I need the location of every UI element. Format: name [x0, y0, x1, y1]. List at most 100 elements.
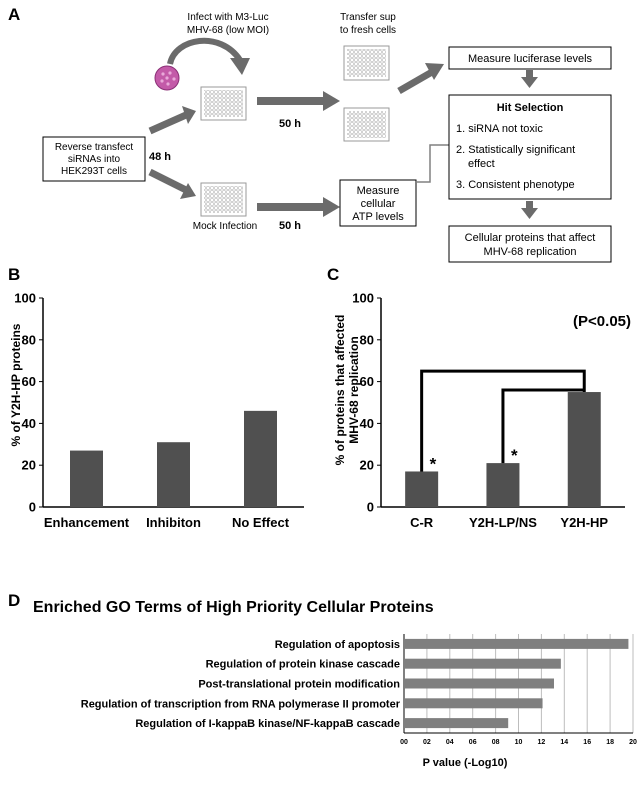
transfer-label-1: Transfer sup — [340, 12, 396, 23]
chart-d-xtick-label: 02 — [423, 739, 431, 746]
chart-d-title: Enriched GO Terms of High Priority Cellu… — [33, 599, 434, 616]
chart-b-bar — [70, 450, 103, 507]
atp-line-1: Measure — [357, 185, 400, 197]
chart-d-xtick-label: 20 — [629, 739, 637, 746]
chart-c-ytick-label: 20 — [360, 458, 374, 473]
chart-b-ytick-label: 0 — [29, 500, 36, 515]
chart-d-xlabel: P value (-Log10) — [423, 757, 508, 769]
chart-c-significance-star: * — [430, 454, 437, 473]
chart-d-xtick-label: 06 — [469, 739, 477, 746]
reverse-line-1: Reverse transfect — [55, 142, 134, 153]
chart-b-category-label: Enhancement — [44, 515, 130, 530]
chart-d-xtick-label: 10 — [515, 739, 523, 746]
chart-b-category-label: No Effect — [232, 515, 290, 530]
chart-c-significance-star: * — [511, 446, 518, 465]
infect-label-2: MHV-68 (low MOI) — [187, 25, 269, 36]
transfer-label-2: to fresh cells — [340, 25, 396, 36]
chart-c-ylabel-1: % of proteins that affected — [333, 315, 347, 466]
chart-c-bar — [405, 471, 439, 507]
panel-letter-b: B — [8, 265, 20, 284]
reverse-line-2: siRNAs into — [68, 154, 121, 165]
infect-label-1: Infect with M3-Luc — [187, 12, 268, 23]
chart-d-xtick-label: 16 — [583, 739, 591, 746]
chart-d-xtick-label: 08 — [492, 739, 500, 746]
chart-c-ytick-label: 60 — [360, 374, 374, 389]
result-box: Cellular proteins that affect MHV-68 rep… — [448, 225, 612, 263]
hit-criterion-3: 3. Consistent phenotype — [456, 179, 575, 191]
chart-d-xtick-label: 04 — [446, 739, 454, 746]
chart-c-bar — [486, 463, 520, 507]
arrow-to-transfer-icon — [257, 91, 340, 111]
hit-criterion-2a: 2. Statistically significant — [456, 144, 575, 156]
chart-d-category-label: Regulation of I-kappaB kinase/NF-kappaB … — [135, 718, 400, 730]
arrow-to-mock-plate-icon — [148, 168, 196, 199]
atp-line-3: ATP levels — [352, 211, 404, 223]
virus-icon — [154, 65, 180, 91]
arrow-mock-to-atp-icon — [257, 197, 340, 217]
chart-d-category-label: Post-translational protein modification — [198, 679, 400, 691]
chart-c-significance-bracket-inner — [501, 388, 585, 464]
chart-d-xtick-label: 18 — [606, 739, 614, 746]
atp-connector — [416, 144, 449, 183]
chart-c-ytick-label: 0 — [367, 500, 374, 515]
arrow-to-result-icon — [521, 201, 538, 219]
panel-letter-a: A — [8, 5, 20, 24]
chart-d-bar — [404, 638, 629, 649]
time-50h-top: 50 h — [279, 118, 301, 130]
chart-c-category-label: Y2H-LP/NS — [469, 515, 537, 530]
mock-plate — [200, 182, 247, 217]
reverse-transfect-box: Reverse transfect siRNAs into HEK293T ce… — [42, 136, 146, 182]
result-line-2: MHV-68 replication — [484, 246, 577, 258]
chart-d-bar — [404, 678, 554, 689]
chart-b-ytick-label: 80 — [22, 332, 36, 347]
luciferase-box: Measure luciferase levels — [448, 46, 612, 70]
chart-c-annotation: (P<0.05) — [573, 313, 631, 330]
chart-b-bar — [157, 442, 190, 507]
chart-d-category-label: Regulation of transcription from RNA pol… — [81, 698, 401, 710]
chart-b-category-label: Inhibiton — [146, 515, 201, 530]
chart-d-xtick-label: 14 — [560, 739, 568, 746]
panel-letter-d: D — [8, 591, 20, 610]
hit-criterion-1: 1. siRNA not toxic — [456, 123, 543, 135]
workflow-arrows — [148, 63, 538, 219]
chart-c-bar — [567, 392, 601, 507]
chart-c-ytick-label: 100 — [352, 291, 374, 306]
chart-d-category-label: Regulation of apoptosis — [275, 639, 400, 651]
atp-box: Measure cellular ATP levels — [339, 179, 417, 227]
infected-plate — [200, 86, 247, 121]
chart-c: 0 20 40 60 80 100 C-R Y2H-LP/NS Y2H-HP * * — [352, 291, 625, 530]
transfer-plate-top — [343, 45, 390, 81]
atp-line-2: cellular — [361, 198, 396, 210]
chart-c-ylabel-2: MHV-68 replication — [347, 336, 361, 443]
luciferase-text: Measure luciferase levels — [468, 53, 593, 65]
reverse-line-3: HEK293T cells — [61, 166, 127, 177]
chart-b-ylabel: % of Y2H-HP proteins — [9, 323, 23, 446]
arrow-to-luciferase-icon — [397, 63, 444, 95]
chart-b-ytick-label: 20 — [22, 458, 36, 473]
arrow-to-hit-selection-icon — [521, 70, 538, 88]
hit-selection-box: Hit Selection 1. siRNA not toxic 2. Stat… — [448, 94, 612, 200]
chart-d-category-label: Regulation of protein kinase cascade — [206, 659, 400, 671]
mock-infection-label: Mock Infection — [193, 221, 257, 232]
hit-criterion-2b: effect — [468, 158, 495, 170]
chart-b-ytick-label: 60 — [22, 374, 36, 389]
chart-d: 00 02 04 06 08 10 12 14 16 18 20 Regulation of apop… — [81, 634, 637, 746]
chart-c-category-label: Y2H-HP — [560, 515, 608, 530]
chart-b: 0 20 40 60 80 100 Enhancement Inhibiton No Effec… — [14, 291, 304, 530]
hit-selection-title: Hit Selection — [497, 102, 564, 114]
chart-d-bar — [404, 658, 561, 669]
arrow-to-infected-plate-icon — [148, 106, 196, 135]
time-50h-bottom: 50 h — [279, 220, 301, 232]
chart-c-ytick-label: 40 — [360, 416, 374, 431]
time-48h: 48 h — [149, 151, 171, 163]
chart-d-xtick-label: 00 — [400, 739, 408, 746]
chart-c-category-label: C-R — [410, 515, 434, 530]
chart-b-ytick-label: 40 — [22, 416, 36, 431]
chart-b-ytick-label: 100 — [14, 291, 36, 306]
curved-arrow-icon — [167, 37, 250, 75]
chart-d-xtick-label: 12 — [538, 739, 546, 746]
chart-c-ytick-label: 80 — [360, 332, 374, 347]
panel-letter-c: C — [327, 265, 339, 284]
chart-c-significance-bracket-outer — [420, 369, 586, 472]
